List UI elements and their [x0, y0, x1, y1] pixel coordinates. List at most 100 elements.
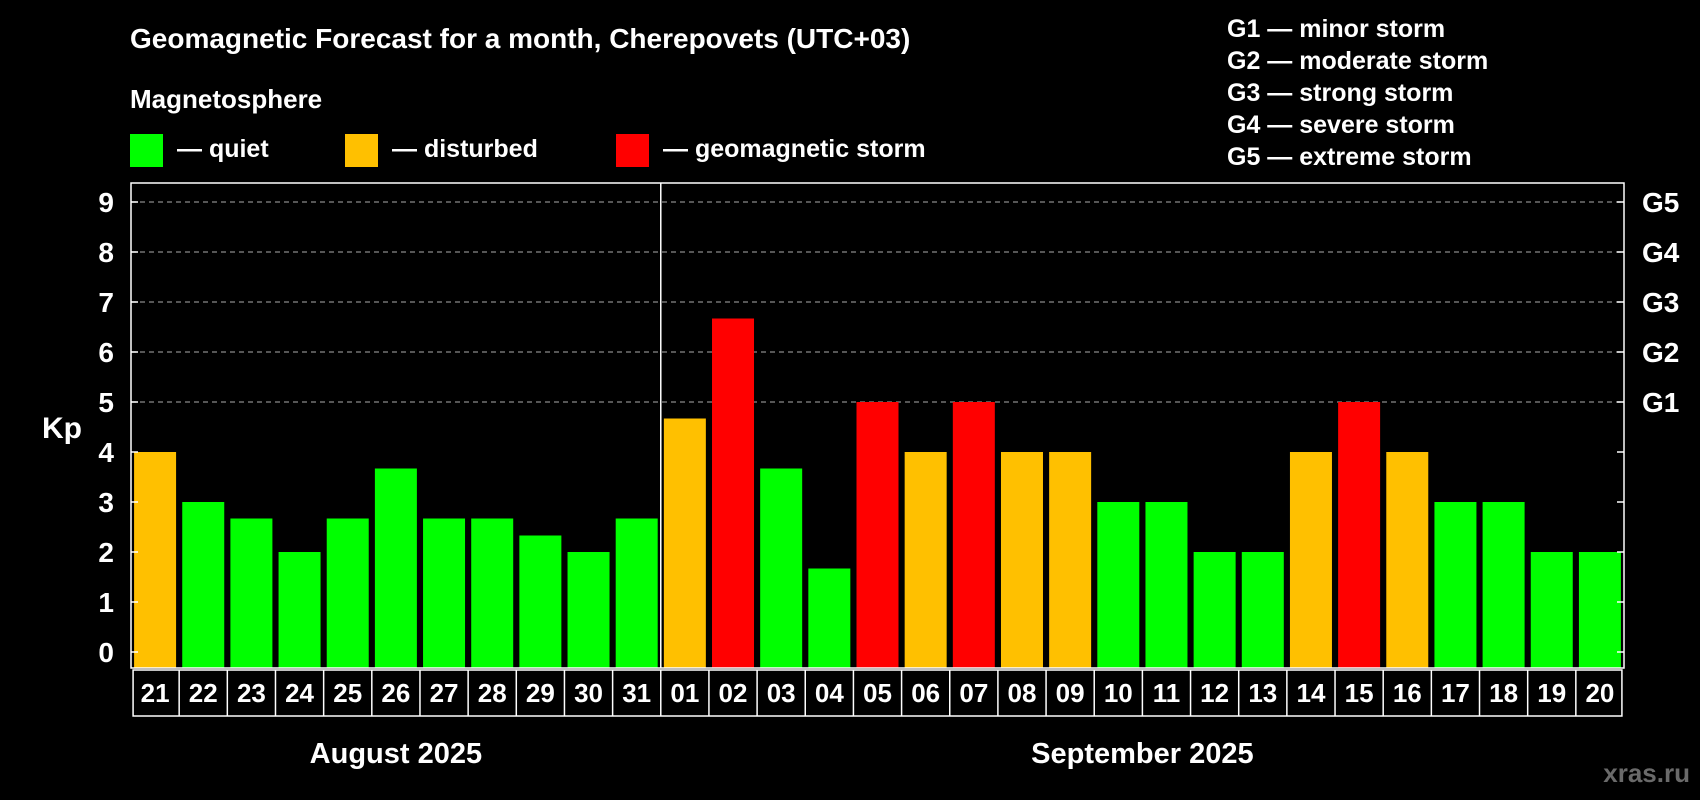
x-tick-label-31: 31 [622, 678, 651, 708]
x-tick-label-01: 01 [670, 678, 699, 708]
bar-01 [663, 418, 706, 668]
bar-04 [808, 568, 851, 668]
right-axis-label-g3: G3 [1642, 287, 1679, 318]
y-tick-label-5: 5 [98, 387, 114, 418]
plot-frame [130, 182, 1625, 669]
y-tick-label-8: 8 [98, 237, 114, 268]
x-tick-label-06: 06 [911, 678, 940, 708]
right-axis-label-g1: G1 [1642, 387, 1679, 418]
x-tick-label-17: 17 [1441, 678, 1470, 708]
x-tick-label-02: 02 [719, 678, 748, 708]
right-axis-label-g4: G4 [1642, 237, 1680, 268]
storm-scale-g4: G4 — severe storm [1227, 111, 1455, 139]
legend-label-quiet: — quiet [177, 135, 269, 163]
x-tick-label-23: 23 [237, 678, 266, 708]
y-tick-label-6: 6 [98, 337, 114, 368]
y-tick-label-4: 4 [98, 437, 114, 468]
bars [134, 318, 1621, 668]
bar-14 [1289, 452, 1332, 668]
bar-05 [856, 402, 899, 668]
bar-23 [230, 518, 273, 668]
legend: — quiet — disturbed — geomagnetic storm [130, 134, 926, 167]
x-tick-label-18: 18 [1489, 678, 1518, 708]
legend-swatch-quiet [130, 134, 163, 167]
bar-09 [1049, 452, 1092, 668]
y-axis-label: Kp [42, 412, 82, 445]
x-tick-label-13: 13 [1248, 678, 1277, 708]
month-labels: August 2025 September 2025 [310, 738, 1254, 770]
bar-02 [712, 318, 755, 668]
bar-12 [1193, 552, 1236, 668]
x-tick-label-21: 21 [141, 678, 170, 708]
x-tick-label-22: 22 [189, 678, 218, 708]
y-tick-label-0: 0 [98, 637, 114, 668]
x-tick-label-04: 04 [815, 678, 844, 708]
bar-10 [1097, 502, 1140, 668]
x-axis: 21 22 23 24 25 26 27 28 29 30 31 01 02 03 04 05 06 07 08 09… [132, 669, 1623, 717]
bar-24 [278, 552, 321, 668]
watermark: xras.ru [1603, 758, 1690, 788]
x-tick-label-14: 14 [1296, 678, 1325, 708]
chart-title: Geomagnetic Forecast for a month, Cherep… [130, 23, 910, 54]
x-tick-label-12: 12 [1200, 678, 1229, 708]
x-tick-label-10: 10 [1104, 678, 1133, 708]
x-tick-label-19: 19 [1537, 678, 1566, 708]
x-tick-label-16: 16 [1393, 678, 1422, 708]
month-label-0: August 2025 [310, 738, 482, 770]
bar-31 [615, 518, 658, 668]
y-tick-label-9: 9 [98, 187, 114, 218]
y-tick-label-7: 7 [98, 287, 114, 318]
storm-scale-g3: G3 — strong storm [1227, 79, 1453, 107]
legend-label-disturbed: — disturbed [392, 135, 538, 163]
x-tick-label-08: 08 [1008, 678, 1037, 708]
x-tick-label-29: 29 [526, 678, 555, 708]
x-tick-label-27: 27 [430, 678, 459, 708]
x-tick-label-09: 09 [1056, 678, 1085, 708]
x-tick-label-30: 30 [574, 678, 603, 708]
bar-29 [519, 535, 562, 668]
storm-scale-g2: G2 — moderate storm [1227, 47, 1488, 75]
bar-17 [1434, 502, 1477, 668]
x-tick-label-03: 03 [767, 678, 796, 708]
y-tick-label-3: 3 [98, 487, 114, 518]
x-tick-label-20: 20 [1585, 678, 1614, 708]
bar-28 [471, 518, 514, 668]
bar-03 [760, 468, 803, 668]
bar-20 [1578, 552, 1621, 668]
x-tick-label-26: 26 [381, 678, 410, 708]
bar-27 [423, 518, 466, 668]
legend-swatch-storm [616, 134, 649, 167]
right-axis: G1 G2 G3 G4 G5 [1617, 187, 1680, 653]
bar-18 [1482, 502, 1525, 668]
right-axis-label-g2: G2 [1642, 337, 1679, 368]
x-tick-label-15: 15 [1345, 678, 1374, 708]
legend-label-storm: — geomagnetic storm [663, 135, 926, 163]
bar-25 [326, 518, 369, 668]
x-tick-label-11: 11 [1153, 678, 1181, 708]
bar-06 [904, 452, 947, 668]
bar-16 [1386, 452, 1429, 668]
x-tick-label-25: 25 [333, 678, 362, 708]
legend-swatch-disturbed [345, 134, 378, 167]
bar-21 [134, 452, 177, 668]
bar-15 [1338, 402, 1381, 668]
legend-heading: Magnetosphere [130, 84, 322, 114]
storm-scale-g5: G5 — extreme storm [1227, 143, 1472, 171]
storm-scale-list: G1 — minor storm G2 — moderate storm G3 … [1227, 15, 1488, 171]
bar-26 [374, 468, 417, 668]
bar-13 [1241, 552, 1284, 668]
y-tick-label-1: 1 [98, 587, 114, 618]
x-tick-label-28: 28 [478, 678, 507, 708]
x-tick-label-05: 05 [863, 678, 892, 708]
bar-08 [1000, 452, 1043, 668]
gridlines [131, 201, 1624, 403]
x-axis-box [132, 669, 1623, 717]
x-tick-label-07: 07 [959, 678, 988, 708]
bar-22 [182, 502, 225, 668]
bar-19 [1530, 552, 1573, 668]
right-axis-label-g5: G5 [1642, 187, 1679, 218]
bar-07 [952, 402, 995, 668]
bar-30 [567, 552, 610, 668]
x-tick-label-24: 24 [285, 678, 314, 708]
